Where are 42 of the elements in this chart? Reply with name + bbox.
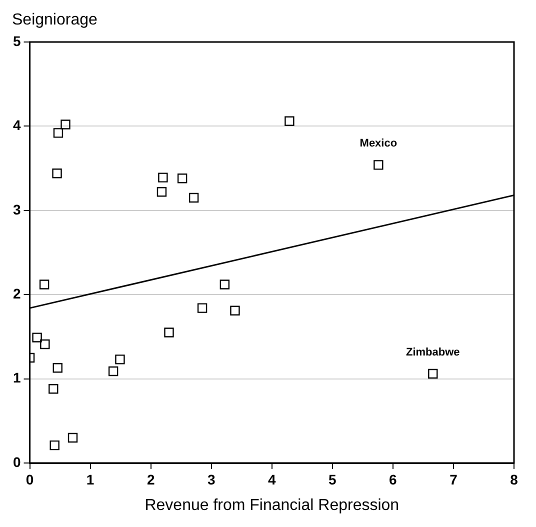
- point: [158, 172, 168, 182]
- point: [50, 440, 60, 450]
- x-tick-label: 1: [86, 471, 94, 488]
- point: [108, 366, 118, 376]
- x-tick-label: 3: [207, 471, 216, 488]
- point: [428, 368, 438, 379]
- point: [164, 328, 174, 338]
- point: [48, 384, 58, 394]
- point: [220, 280, 230, 290]
- x-tick-label: 4: [268, 471, 276, 488]
- x-tick-label: 2: [146, 471, 155, 488]
- point: [115, 354, 125, 364]
- x-tick-label: 5: [328, 471, 337, 488]
- annotation: Zimbabwe: [406, 346, 460, 358]
- point: [156, 187, 167, 197]
- x-tick-label: 0: [26, 471, 34, 488]
- point: [230, 306, 240, 316]
- y-axis-title: Seigniorage: [12, 11, 98, 28]
- point: [284, 116, 294, 126]
- y-tick-label: 4: [12, 117, 21, 134]
- x-tick-label: 8: [510, 471, 518, 488]
- point: [177, 174, 188, 184]
- x-axis-title: Revenue from Financial Repression: [144, 496, 400, 514]
- x-tick-label: 6: [389, 471, 398, 488]
- y-tick-label: 0: [12, 454, 21, 470]
- y-tick-label: 3: [12, 201, 21, 218]
- point: [39, 280, 50, 290]
- y-tick-label: 2: [12, 285, 21, 302]
- point: [32, 332, 42, 342]
- point: [188, 192, 199, 203]
- point: [68, 432, 78, 443]
- annotation: Mexico: [360, 137, 398, 150]
- y-tick-label: 5: [12, 32, 21, 49]
- point: [60, 120, 70, 130]
- point: [197, 303, 208, 313]
- point: [52, 168, 62, 178]
- y-tick-label: 1: [12, 370, 21, 386]
- point: [53, 128, 64, 138]
- point: [40, 339, 50, 350]
- x-tick-label: 7: [450, 471, 458, 488]
- point: [52, 363, 62, 373]
- point: [374, 160, 384, 170]
